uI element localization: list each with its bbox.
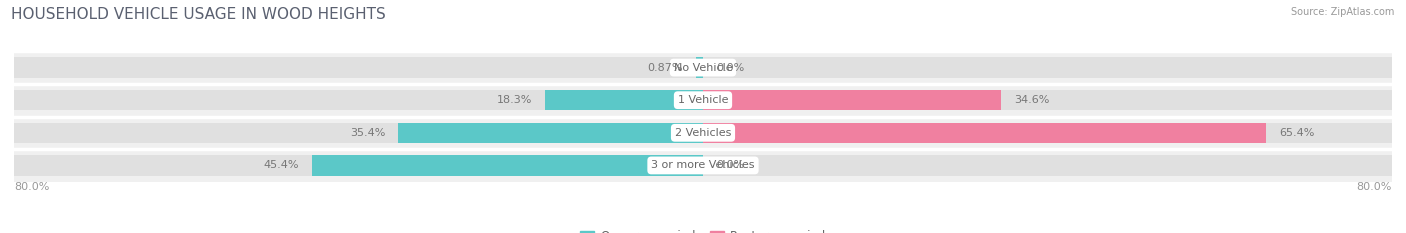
Bar bbox=[14, 90, 703, 110]
Text: 2 Vehicles: 2 Vehicles bbox=[675, 128, 731, 138]
Bar bbox=[703, 90, 1001, 110]
Text: 80.0%: 80.0% bbox=[1357, 182, 1392, 192]
Text: No Vehicle: No Vehicle bbox=[673, 63, 733, 72]
Text: 65.4%: 65.4% bbox=[1279, 128, 1315, 138]
Text: 0.87%: 0.87% bbox=[647, 63, 682, 72]
Text: 0.0%: 0.0% bbox=[716, 63, 744, 72]
Text: 34.6%: 34.6% bbox=[1014, 95, 1049, 105]
Bar bbox=[398, 123, 703, 143]
Text: 18.3%: 18.3% bbox=[498, 95, 533, 105]
Bar bbox=[703, 123, 1267, 143]
Bar bbox=[703, 90, 1392, 110]
Bar bbox=[14, 58, 703, 78]
Bar bbox=[703, 155, 1392, 175]
Text: 1 Vehicle: 1 Vehicle bbox=[678, 95, 728, 105]
Text: 80.0%: 80.0% bbox=[14, 182, 49, 192]
Bar bbox=[14, 123, 703, 143]
Legend: Owner-occupied, Renter-occupied: Owner-occupied, Renter-occupied bbox=[575, 225, 831, 233]
Text: 0.0%: 0.0% bbox=[716, 161, 744, 170]
Bar bbox=[703, 58, 1392, 78]
Text: 35.4%: 35.4% bbox=[350, 128, 385, 138]
Bar bbox=[546, 90, 703, 110]
Bar bbox=[703, 123, 1392, 143]
Bar bbox=[312, 155, 703, 175]
Bar bbox=[696, 58, 703, 78]
Text: 3 or more Vehicles: 3 or more Vehicles bbox=[651, 161, 755, 170]
Text: 45.4%: 45.4% bbox=[263, 161, 299, 170]
Text: HOUSEHOLD VEHICLE USAGE IN WOOD HEIGHTS: HOUSEHOLD VEHICLE USAGE IN WOOD HEIGHTS bbox=[11, 7, 387, 22]
Bar bbox=[14, 155, 703, 175]
Text: Source: ZipAtlas.com: Source: ZipAtlas.com bbox=[1291, 7, 1395, 17]
